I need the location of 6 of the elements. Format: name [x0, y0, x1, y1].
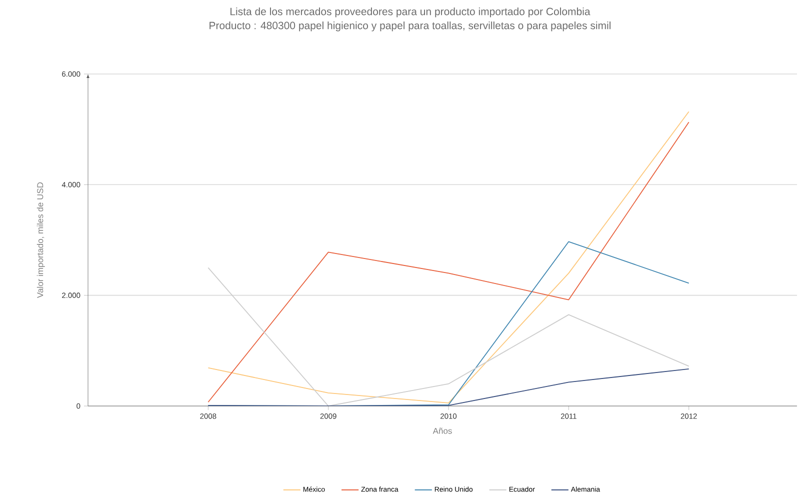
chart-subtitle: Producto : 480300 papel higienico y papel para toallas, servilletas o para papeles simil	[210, 21, 610, 32]
line-series	[208, 368, 690, 406]
y-axis-title: Valor importado, miles de USD	[36, 182, 45, 298]
x-axis-title: Años	[432, 428, 452, 434]
chart-title: Lista de los mercados proveedores para un producto importado por Colombia	[230, 7, 590, 18]
line-series	[208, 267, 690, 406]
